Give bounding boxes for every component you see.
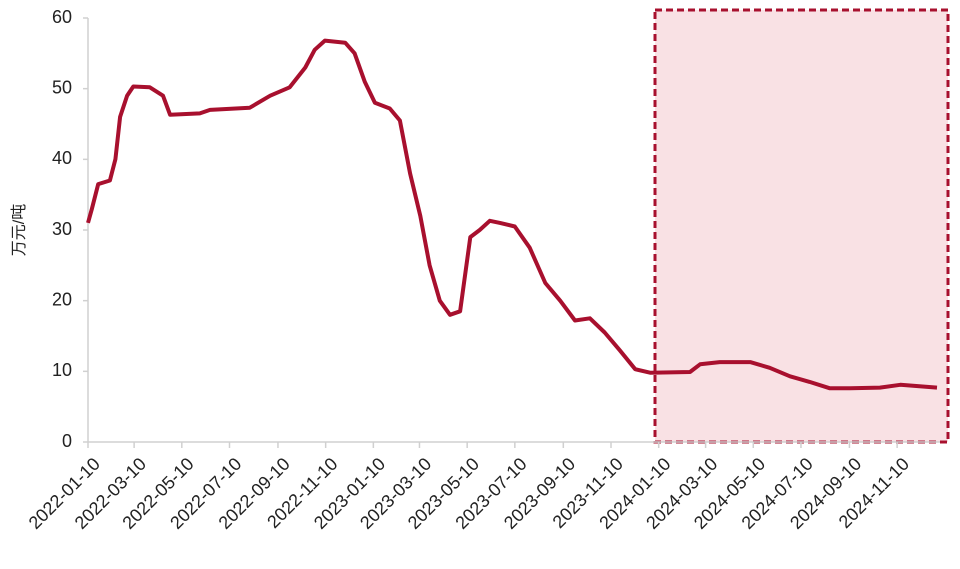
y-tick-label: 60 xyxy=(52,7,72,27)
y-tick-label: 10 xyxy=(52,360,72,380)
y-tick-label: 40 xyxy=(52,148,72,168)
line xyxy=(86,38,938,391)
y-axis-label: 万元/吨 xyxy=(10,204,28,256)
y-tick-label: 50 xyxy=(52,77,72,97)
y-tick-label: 0 xyxy=(62,431,72,451)
y-tick-label: 30 xyxy=(52,219,72,239)
highlight-region xyxy=(653,8,950,444)
y-tick-label: 20 xyxy=(52,289,72,309)
